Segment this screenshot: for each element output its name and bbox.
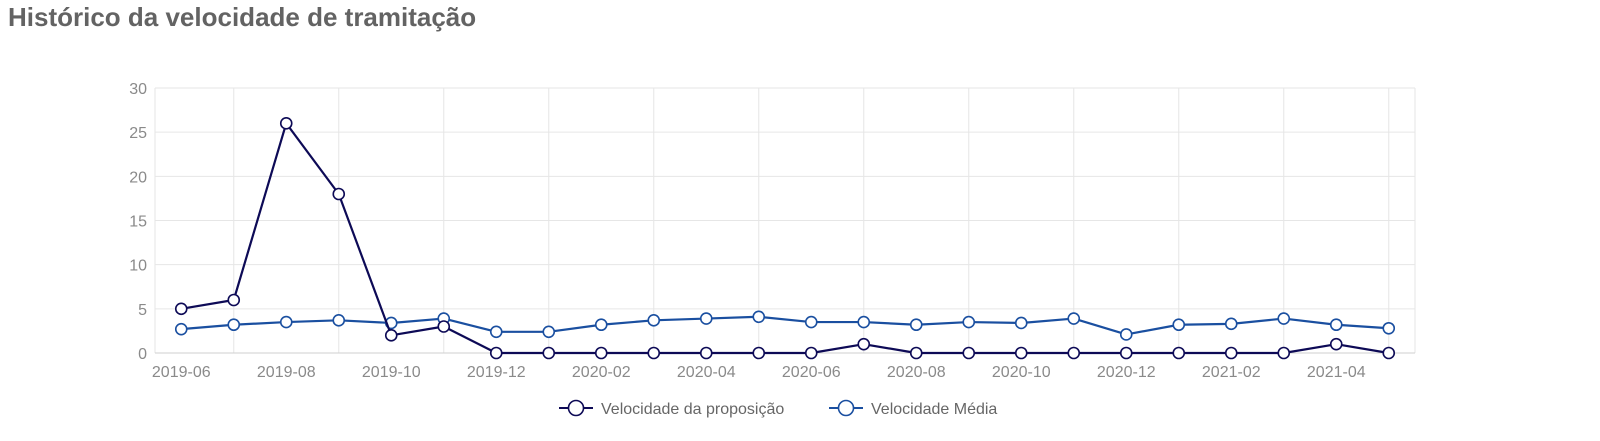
x-tick-label: 2020-10 xyxy=(992,364,1051,381)
data-point[interactable] xyxy=(1277,346,1291,360)
legend-marker xyxy=(837,399,855,417)
data-point[interactable] xyxy=(909,318,923,332)
data-point[interactable] xyxy=(1014,346,1028,360)
data-point[interactable] xyxy=(1014,316,1028,330)
series-line xyxy=(181,315,1389,336)
x-tick-label: 2019-12 xyxy=(467,364,526,381)
legend-marker xyxy=(567,399,585,417)
x-tick-label: 2020-12 xyxy=(1097,364,1156,381)
data-point[interactable] xyxy=(1329,318,1343,332)
x-tick-label: 2019-10 xyxy=(362,364,421,381)
chart-legend[interactable]: Velocidade da proposição Velocidade Média xyxy=(559,399,997,419)
series-line xyxy=(181,122,1389,355)
x-tick-label: 2019-06 xyxy=(152,364,211,381)
data-point[interactable] xyxy=(174,322,188,336)
data-point[interactable] xyxy=(332,187,346,201)
x-tick-label: 2020-06 xyxy=(782,364,841,381)
data-point[interactable] xyxy=(279,315,293,329)
data-point[interactable] xyxy=(752,310,766,324)
data-point[interactable] xyxy=(1277,312,1291,325)
data-point[interactable] xyxy=(962,346,976,360)
x-tick-label: 2020-04 xyxy=(677,364,736,381)
data-point[interactable] xyxy=(227,293,241,307)
data-point[interactable] xyxy=(1067,312,1081,325)
legend-item-velocidade-media[interactable]: Velocidade Média xyxy=(829,399,997,419)
data-point[interactable] xyxy=(489,346,503,360)
data-point[interactable] xyxy=(752,346,766,360)
data-point[interactable] xyxy=(1067,346,1081,360)
data-point[interactable] xyxy=(647,314,661,327)
data-point[interactable] xyxy=(962,315,976,329)
y-tick-label: 25 xyxy=(129,125,147,142)
x-tick-label: 2019-08 xyxy=(257,364,316,381)
data-point[interactable] xyxy=(279,117,293,130)
data-point[interactable] xyxy=(699,346,713,360)
chart-series xyxy=(174,117,1396,360)
data-point[interactable] xyxy=(804,315,818,329)
data-point[interactable] xyxy=(1382,346,1396,360)
data-point[interactable] xyxy=(227,318,241,332)
page-title: Histórico da velocidade de tramitação xyxy=(8,2,477,32)
legend-item-velocidade-proposicao[interactable]: Velocidade da proposição xyxy=(559,399,784,419)
data-point[interactable] xyxy=(909,346,923,360)
y-tick-label: 10 xyxy=(129,258,147,275)
data-point[interactable] xyxy=(1224,346,1238,360)
y-tick-label: 5 xyxy=(138,302,147,319)
data-point[interactable] xyxy=(594,318,608,332)
x-tick-label: 2021-02 xyxy=(1202,364,1261,381)
data-point[interactable] xyxy=(647,346,661,360)
data-point[interactable] xyxy=(489,325,503,339)
chart-grid xyxy=(154,87,1416,353)
data-point[interactable] xyxy=(542,325,556,339)
series-velocidade-proposicao xyxy=(174,117,1396,360)
legend-label: Velocidade Média xyxy=(871,401,997,418)
y-tick-label: 20 xyxy=(129,169,147,186)
y-tick-label: 15 xyxy=(129,214,147,231)
data-point[interactable] xyxy=(437,320,451,333)
data-point[interactable] xyxy=(332,314,346,327)
data-point[interactable] xyxy=(804,346,818,360)
x-tick-label: 2020-08 xyxy=(887,364,946,381)
data-point[interactable] xyxy=(1119,346,1133,360)
data-point[interactable] xyxy=(1224,317,1238,331)
data-point[interactable] xyxy=(594,346,608,360)
x-tick-label: 2020-02 xyxy=(572,364,631,381)
x-tick-label: 2021-04 xyxy=(1307,364,1366,381)
data-point[interactable] xyxy=(542,346,556,360)
data-point[interactable] xyxy=(1172,318,1186,332)
y-tick-label: 0 xyxy=(138,346,147,363)
data-point[interactable] xyxy=(857,337,871,351)
data-point[interactable] xyxy=(384,329,398,342)
data-point[interactable] xyxy=(1382,321,1396,335)
data-point[interactable] xyxy=(1172,346,1186,360)
data-point[interactable] xyxy=(857,315,871,329)
data-point[interactable] xyxy=(699,312,713,325)
chart-ticks: 0 5 10 15 20 25 30 2019-06 2019-08 2019-10 2019-12… xyxy=(129,81,1366,381)
data-point[interactable] xyxy=(1329,337,1343,351)
data-point[interactable] xyxy=(174,302,188,316)
series-velocidade-media xyxy=(174,310,1396,341)
y-tick-label: 30 xyxy=(129,81,147,98)
legend-label: Velocidade da proposição xyxy=(601,401,784,418)
data-point[interactable] xyxy=(1119,328,1133,341)
